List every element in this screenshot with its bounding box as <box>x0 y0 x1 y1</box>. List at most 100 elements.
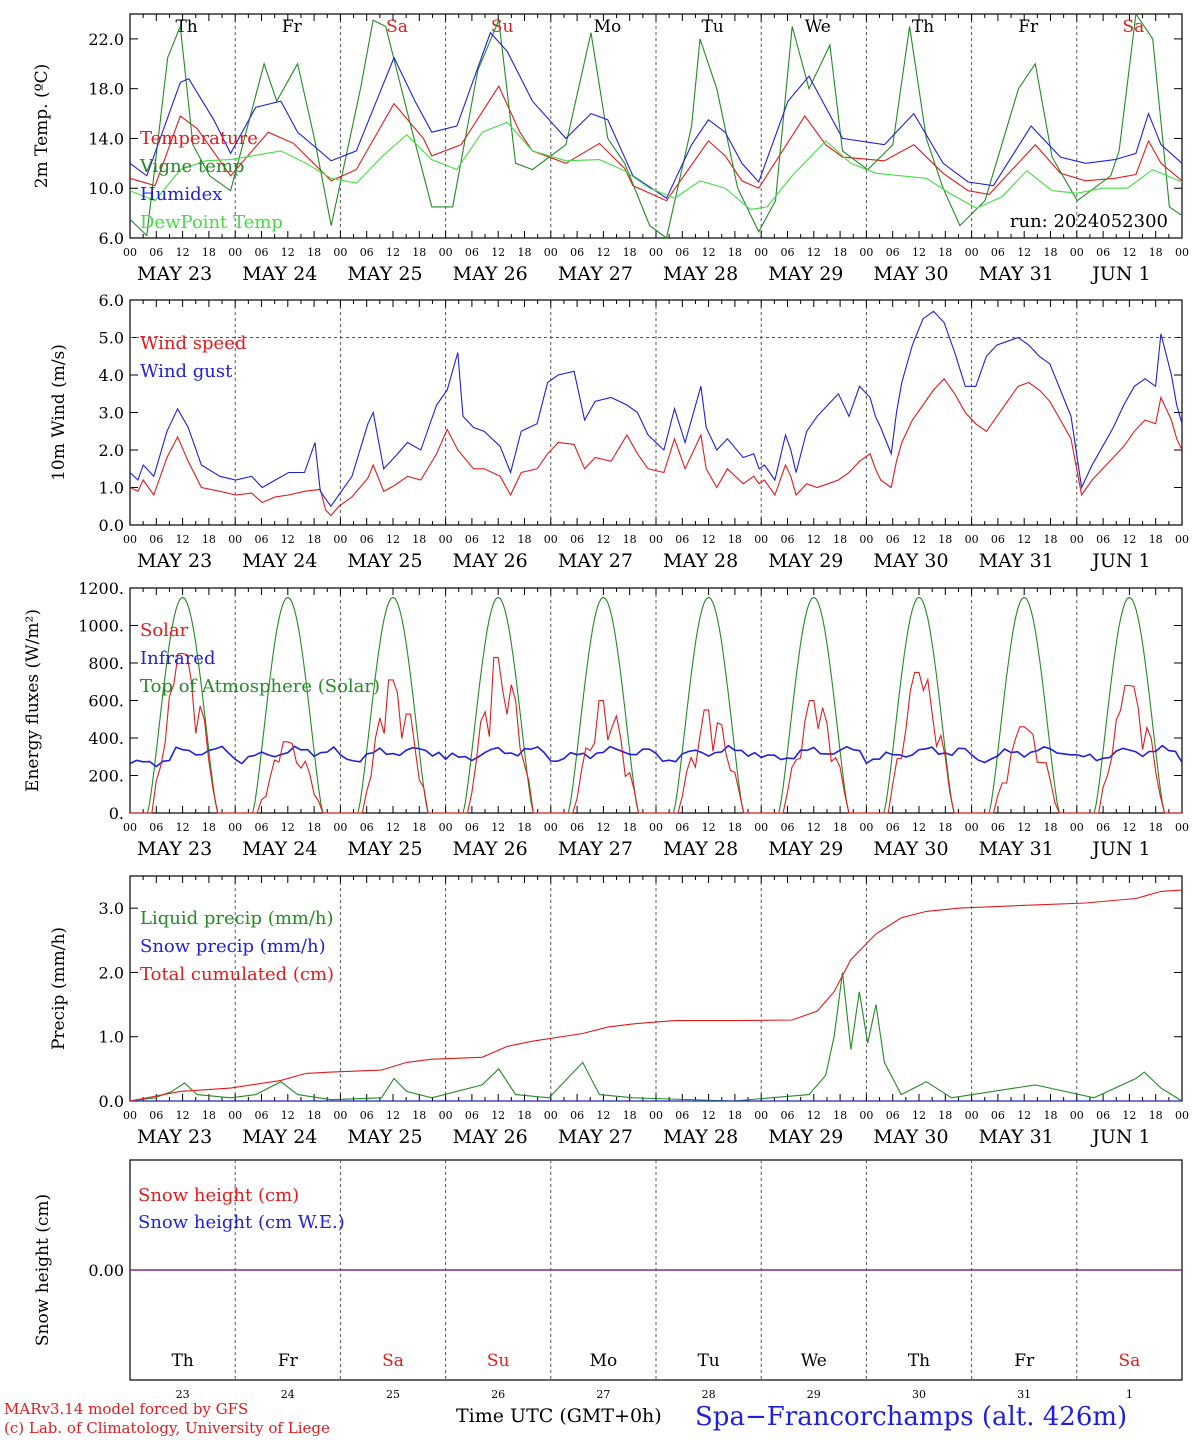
y-tick-label: 10.0 <box>88 179 124 198</box>
hour-label: 12 <box>491 821 505 834</box>
weekday-label: Tu <box>701 17 723 37</box>
hour-label: 06 <box>781 1109 795 1122</box>
hour-label: 06 <box>149 533 163 546</box>
date-label: MAY 26 <box>453 263 528 285</box>
hour-label: 12 <box>281 533 295 546</box>
hour-label: 18 <box>307 533 321 546</box>
y-tick-label: 0.0 <box>99 1092 124 1111</box>
hour-label: 00 <box>1070 533 1084 546</box>
weekday-label: Th <box>912 17 934 37</box>
hour-label: 00 <box>333 246 347 259</box>
y-axis-title: 10m Wind (m/s) <box>49 344 69 481</box>
hour-label: 00 <box>439 246 453 259</box>
legend-vigne-temp: Vigne temp <box>139 156 244 177</box>
date-label: MAY 27 <box>558 550 633 572</box>
date-label: MAY 29 <box>768 263 843 285</box>
hour-label: 12 <box>807 821 821 834</box>
hour-label: 18 <box>1044 246 1058 259</box>
date-label: JUN 1 <box>1090 263 1150 285</box>
hour-label: 06 <box>675 821 689 834</box>
hour-label: 18 <box>202 821 216 834</box>
hour-label: 18 <box>412 1109 426 1122</box>
hour-label: 00 <box>544 246 558 259</box>
hour-label: 00 <box>333 1109 347 1122</box>
hour-label: 06 <box>255 821 269 834</box>
date-label: MAY 25 <box>347 838 422 860</box>
hour-label: 06 <box>886 533 900 546</box>
weekday-label: Th <box>908 1351 930 1371</box>
hour-label: 06 <box>675 533 689 546</box>
y-tick-label: 22.0 <box>88 30 124 49</box>
hour-label: 06 <box>255 533 269 546</box>
hour-label: 12 <box>912 533 926 546</box>
series-wind-speed <box>129 377 1183 517</box>
hour-label: 00 <box>544 1109 558 1122</box>
date-label: MAY 23 <box>137 550 212 572</box>
hour-label: 06 <box>255 1109 269 1122</box>
weekday-label: Su <box>491 17 514 37</box>
hour-label: 18 <box>412 821 426 834</box>
weekday-label: Fr <box>282 17 303 37</box>
hour-label: 12 <box>176 246 190 259</box>
panel-frame-3 <box>129 587 1183 814</box>
hour-label: 12 <box>807 246 821 259</box>
hour-label: 06 <box>886 1109 900 1122</box>
hour-label: 06 <box>570 1109 584 1122</box>
series-humidex <box>129 31 1183 200</box>
hour-label: 06 <box>991 1109 1005 1122</box>
hour-label: 00 <box>754 1109 768 1122</box>
hour-label: 12 <box>1017 1109 1031 1122</box>
date-label: MAY 23 <box>137 1126 212 1148</box>
hour-label: 12 <box>1122 821 1136 834</box>
hour-label: 12 <box>386 821 400 834</box>
series-vigne-temp <box>129 12 1183 239</box>
hour-label: 06 <box>781 246 795 259</box>
legend-temperature: Temperature <box>140 128 258 149</box>
hour-label: 12 <box>386 533 400 546</box>
hour-label: 06 <box>675 246 689 259</box>
y-axis-title: Snow height (cm) <box>33 1194 53 1346</box>
series-solar <box>130 653 1182 814</box>
hour-label: 06 <box>360 533 374 546</box>
day-number: 27 <box>596 1388 610 1401</box>
hour-label: 06 <box>991 533 1005 546</box>
hour-label: 00 <box>754 246 768 259</box>
hour-label: 06 <box>781 821 795 834</box>
y-tick-label: 0. <box>109 804 124 823</box>
y-tick-label: 6.0 <box>99 229 124 248</box>
hour-label: 18 <box>202 533 216 546</box>
hour-label: 18 <box>412 533 426 546</box>
run-label: run: 2024052300 <box>1010 211 1168 232</box>
date-label: MAY 31 <box>979 1126 1054 1148</box>
hour-label: 18 <box>623 821 637 834</box>
hour-label: 12 <box>491 246 505 259</box>
day-number: 23 <box>176 1388 190 1401</box>
hour-label: 00 <box>544 821 558 834</box>
date-label: MAY 31 <box>979 263 1054 285</box>
date-label: MAY 27 <box>558 838 633 860</box>
hour-label: 00 <box>1175 1109 1189 1122</box>
hour-label: 12 <box>912 821 926 834</box>
hour-label: 06 <box>465 533 479 546</box>
day-number: 30 <box>912 1388 926 1401</box>
weekday-label: Sa <box>1123 17 1145 37</box>
hour-label: 00 <box>123 1109 137 1122</box>
hour-label: 00 <box>439 821 453 834</box>
hour-label: 00 <box>1175 821 1189 834</box>
legend-humidex: Humidex <box>140 184 222 205</box>
hour-label: 00 <box>649 821 663 834</box>
hour-label: 06 <box>1096 533 1110 546</box>
hour-label: 18 <box>833 246 847 259</box>
hour-label: 12 <box>491 1109 505 1122</box>
hour-label: 18 <box>728 533 742 546</box>
date-label: MAY 30 <box>873 838 948 860</box>
y-tick-label: 3.0 <box>99 899 124 918</box>
hour-label: 00 <box>965 821 979 834</box>
weekday-label: Fr <box>1014 1351 1035 1371</box>
hour-label: 18 <box>1044 821 1058 834</box>
hour-label: 12 <box>281 821 295 834</box>
y-tick-label: 6.0 <box>99 291 124 310</box>
hour-label: 00 <box>859 246 873 259</box>
y-tick-label: 1.0 <box>99 479 124 498</box>
hour-label: 18 <box>1149 246 1163 259</box>
